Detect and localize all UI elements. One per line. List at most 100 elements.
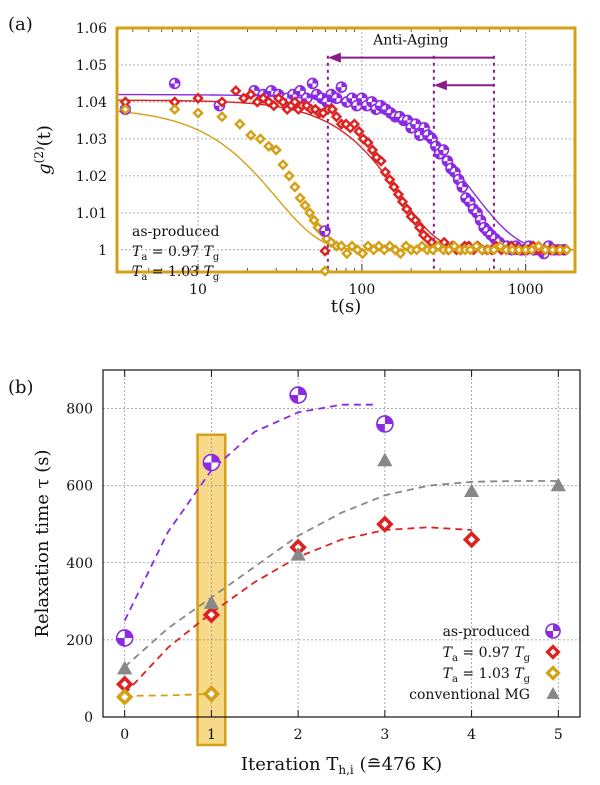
data-point-2-14 [303,207,316,219]
data-point-1-0 [119,96,132,108]
data-point-2-0 [119,103,132,116]
anti-aging-arrowhead-1 [433,80,447,91]
plot-frame-b [102,369,581,718]
data-point-1-5 [238,92,250,104]
data-point-b-3-3 [377,452,393,467]
data-point-2-1 [168,103,181,116]
x-tick-label-b-3: 3 [380,727,389,743]
legend-label-a-0: as-produced [132,224,219,240]
data-point-0-45 [456,181,469,193]
data-point-b-3-2 [290,547,306,561]
data-point-1-25 [330,111,343,123]
data-point-b-0-1 [202,453,221,472]
fit-curve-b-0 [123,403,377,621]
data-point-2-46 [470,240,483,252]
data-point-2-60 [561,244,573,256]
y-tick-label-a-5: 1.05 [76,58,107,74]
data-point-2-9 [277,159,289,171]
x-tick-label-b-4: 4 [467,727,476,743]
data-point-2-21 [335,240,348,252]
data-point-b-0-3 [376,415,394,433]
data-point-1-38 [388,181,400,193]
data-point-2-2 [192,107,204,119]
data-point-2-12 [294,192,306,204]
anti-aging-label: Anti-Aging [372,33,449,49]
data-point-b-1-3 [376,515,394,533]
panel-a: Anti-Aging 10 100 1000 1 1.01 1.02 1.03 1.04 1.05… [8,14,577,317]
data-point-0-33 [409,118,422,130]
x-tick-label-b-1: 1 [207,727,216,743]
data-point-2-5 [245,129,257,141]
data-point-2-59 [554,244,566,256]
data-point-1-35 [375,155,387,167]
data-point-1-30 [353,125,365,138]
data-point-2-3 [216,111,228,123]
legend-label-b-2: Ta = 1.03 Tg [443,666,531,685]
legend-label-a-2: Ta = 1.03 Tg [132,264,220,283]
x-tick-label-b-5: 5 [554,727,563,743]
data-point-0-40 [437,144,450,156]
data-point-2-58 [546,244,559,256]
legend-marker-a-2 [319,265,331,277]
data-point-0-11 [306,77,319,90]
data-point-b-3-0 [117,660,133,675]
x-tick-label-a-0: 10 [189,282,207,298]
legend-marker-a-1 [319,245,331,257]
data-point-1-33 [366,144,379,156]
panel-label-a: (a) [8,14,33,35]
data-point-1-39 [392,188,405,201]
data-point-0-1 [168,77,181,90]
legend-label-b-1: Ta = 0.97 Tg [443,645,531,664]
data-point-1-41 [401,203,413,215]
fit-curve-b-3 [124,480,559,668]
y-tick-label-b-4: 800 [66,402,93,418]
data-point-2-52 [506,244,519,256]
data-point-1-4 [230,85,242,97]
data-point-1-3 [216,96,228,108]
x-tick-label-b-0: 0 [120,727,129,743]
data-point-1-2 [192,92,204,104]
y-tick-label-a-2: 1.02 [76,169,107,185]
y-tick-label-a-0: 1 [98,243,107,259]
y-tick-label-b-0: 0 [84,710,93,726]
y-tick-label-a-3: 1.03 [76,132,107,148]
data-point-2-53 [513,244,525,256]
data-point-1-12 [277,96,289,108]
y-axis-label-a: g(2)(t) [32,125,55,175]
data-point-2-4 [234,118,246,130]
x-axis-label-a: t(s) [331,296,362,317]
legend-marker-a-0 [319,225,331,237]
data-point-b-2-1 [202,685,221,703]
x-tick-label-b-2: 2 [294,727,303,743]
legend-marker-b-0 [545,623,561,639]
data-point-1-10 [268,99,280,112]
legend-marker-b-2 [545,665,561,681]
data-point-0-16 [330,92,343,105]
y-axis-label-b: Relaxation time τ (s) [32,449,53,637]
data-point-1-29 [348,118,361,130]
data-point-b-3-1 [203,595,220,609]
data-point-1-1 [168,96,181,108]
data-point-b-3-5 [550,477,566,492]
data-point-1-36 [379,166,392,178]
x-tick-label-a-2: 1000 [508,282,544,298]
data-point-0-17 [335,81,348,93]
data-point-2-10 [283,170,295,182]
data-point-2-8 [270,144,282,156]
plot-frame-a [115,26,577,274]
data-point-1-32 [362,136,374,149]
panel-b: 0 1 2 3 4 5 0 200 400 600 800 (b) Iteration Th,i (≘4… [8,369,581,777]
data-point-0-10 [300,92,313,105]
legend-marker-b-1 [545,644,561,660]
data-point-1-44 [413,221,426,234]
data-point-b-1-4 [462,530,481,549]
y-tick-label-a-6: 1.06 [76,21,107,37]
data-point-1-6 [245,88,257,101]
y-tick-label-a-4: 1.04 [76,95,107,111]
x-tick-label-a-1: 100 [349,282,376,298]
panel-label-b: (b) [8,377,34,398]
data-point-2-25 [356,247,369,260]
data-point-2-7 [263,140,275,153]
data-point-b-2-0 [115,688,134,706]
